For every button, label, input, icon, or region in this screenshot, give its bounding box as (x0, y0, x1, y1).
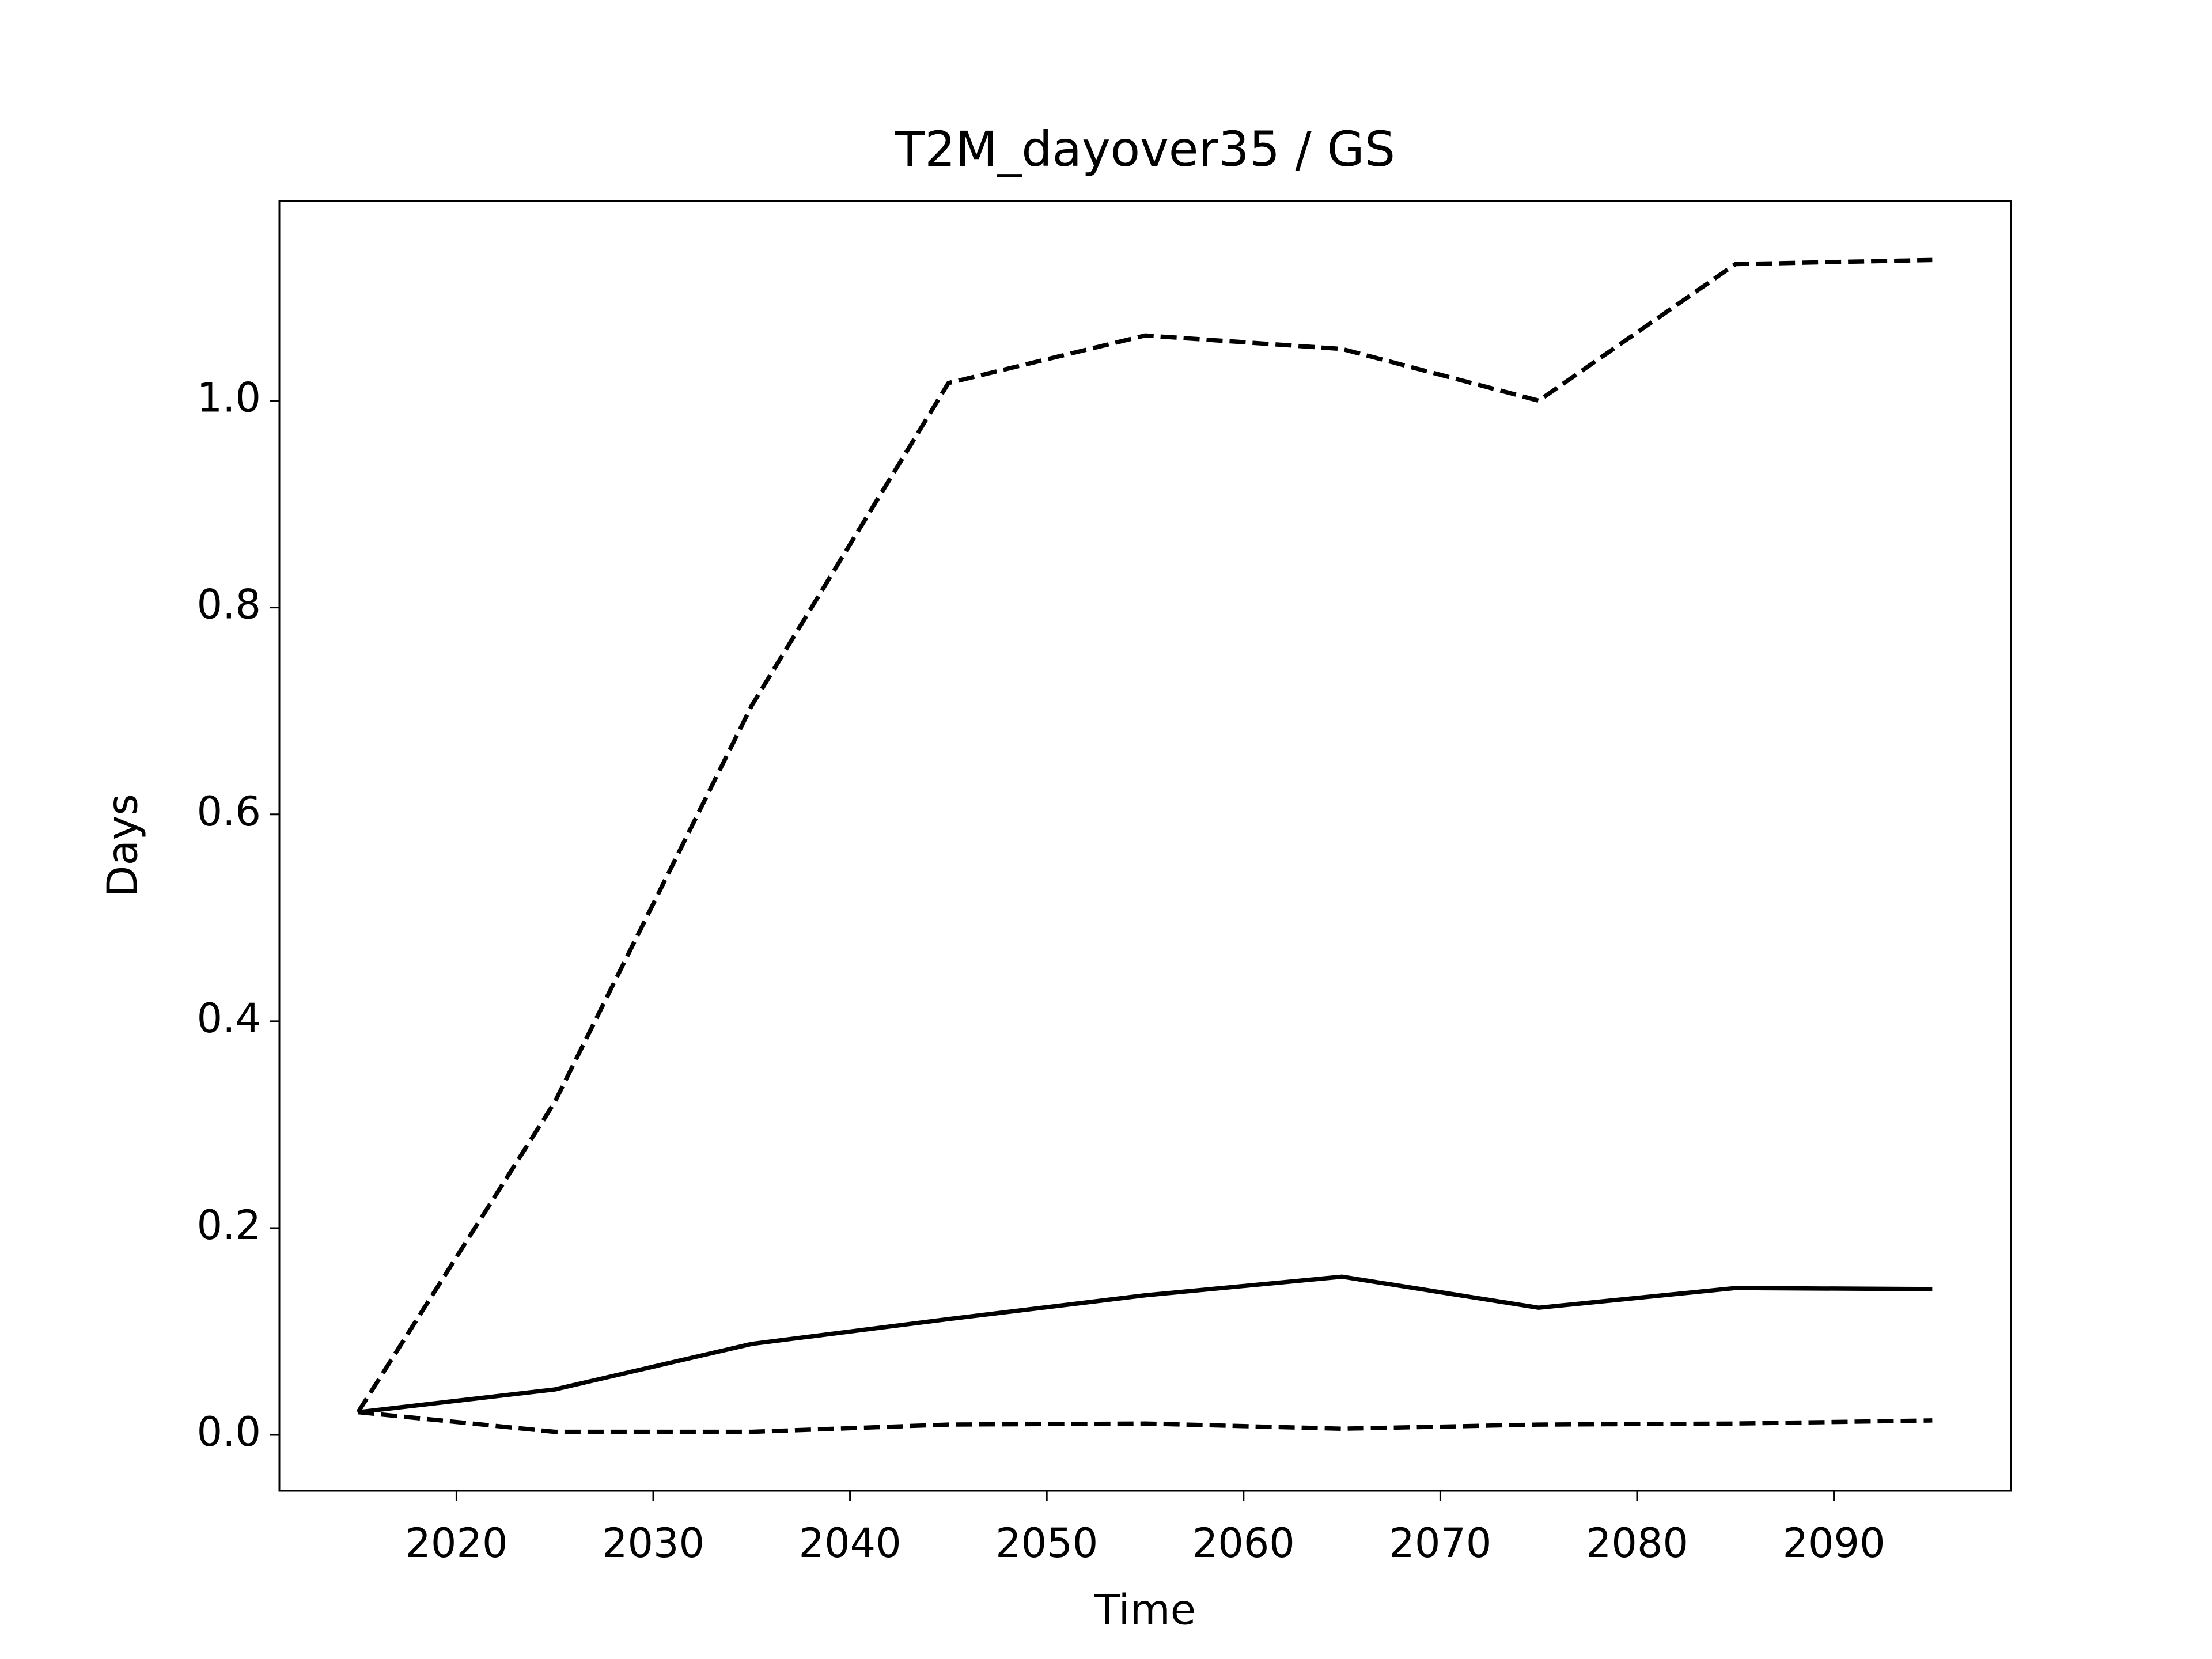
x-tick-label: 2030 (602, 1520, 704, 1567)
y-tick-label: 0.0 (197, 1408, 261, 1456)
x-tick-label: 2050 (995, 1520, 1098, 1567)
x-axis-label: Time (1094, 1586, 1196, 1634)
chart-title: T2M_dayover35 / GS (895, 121, 1395, 177)
x-tick-label: 2020 (405, 1520, 507, 1567)
y-axis-label: Days (99, 794, 147, 897)
x-tick-label: 2040 (799, 1520, 902, 1567)
line-series (356, 257, 1933, 1414)
line-series (358, 1274, 1933, 1415)
x-tick-label: 2070 (1389, 1520, 1491, 1567)
y-tick-label: 0.6 (197, 788, 261, 835)
y-tick-label: 0.4 (197, 995, 261, 1042)
x-tick-label: 2080 (1586, 1520, 1688, 1567)
y-tick-label: 0.2 (197, 1202, 261, 1249)
y-tick-label: 1.0 (197, 374, 261, 422)
plot-frame (278, 200, 2012, 1492)
line-series (358, 1410, 1933, 1434)
y-tick-label: 0.8 (197, 581, 261, 628)
x-tick-label: 2060 (1192, 1520, 1295, 1567)
x-tick-label: 2090 (1782, 1520, 1885, 1567)
